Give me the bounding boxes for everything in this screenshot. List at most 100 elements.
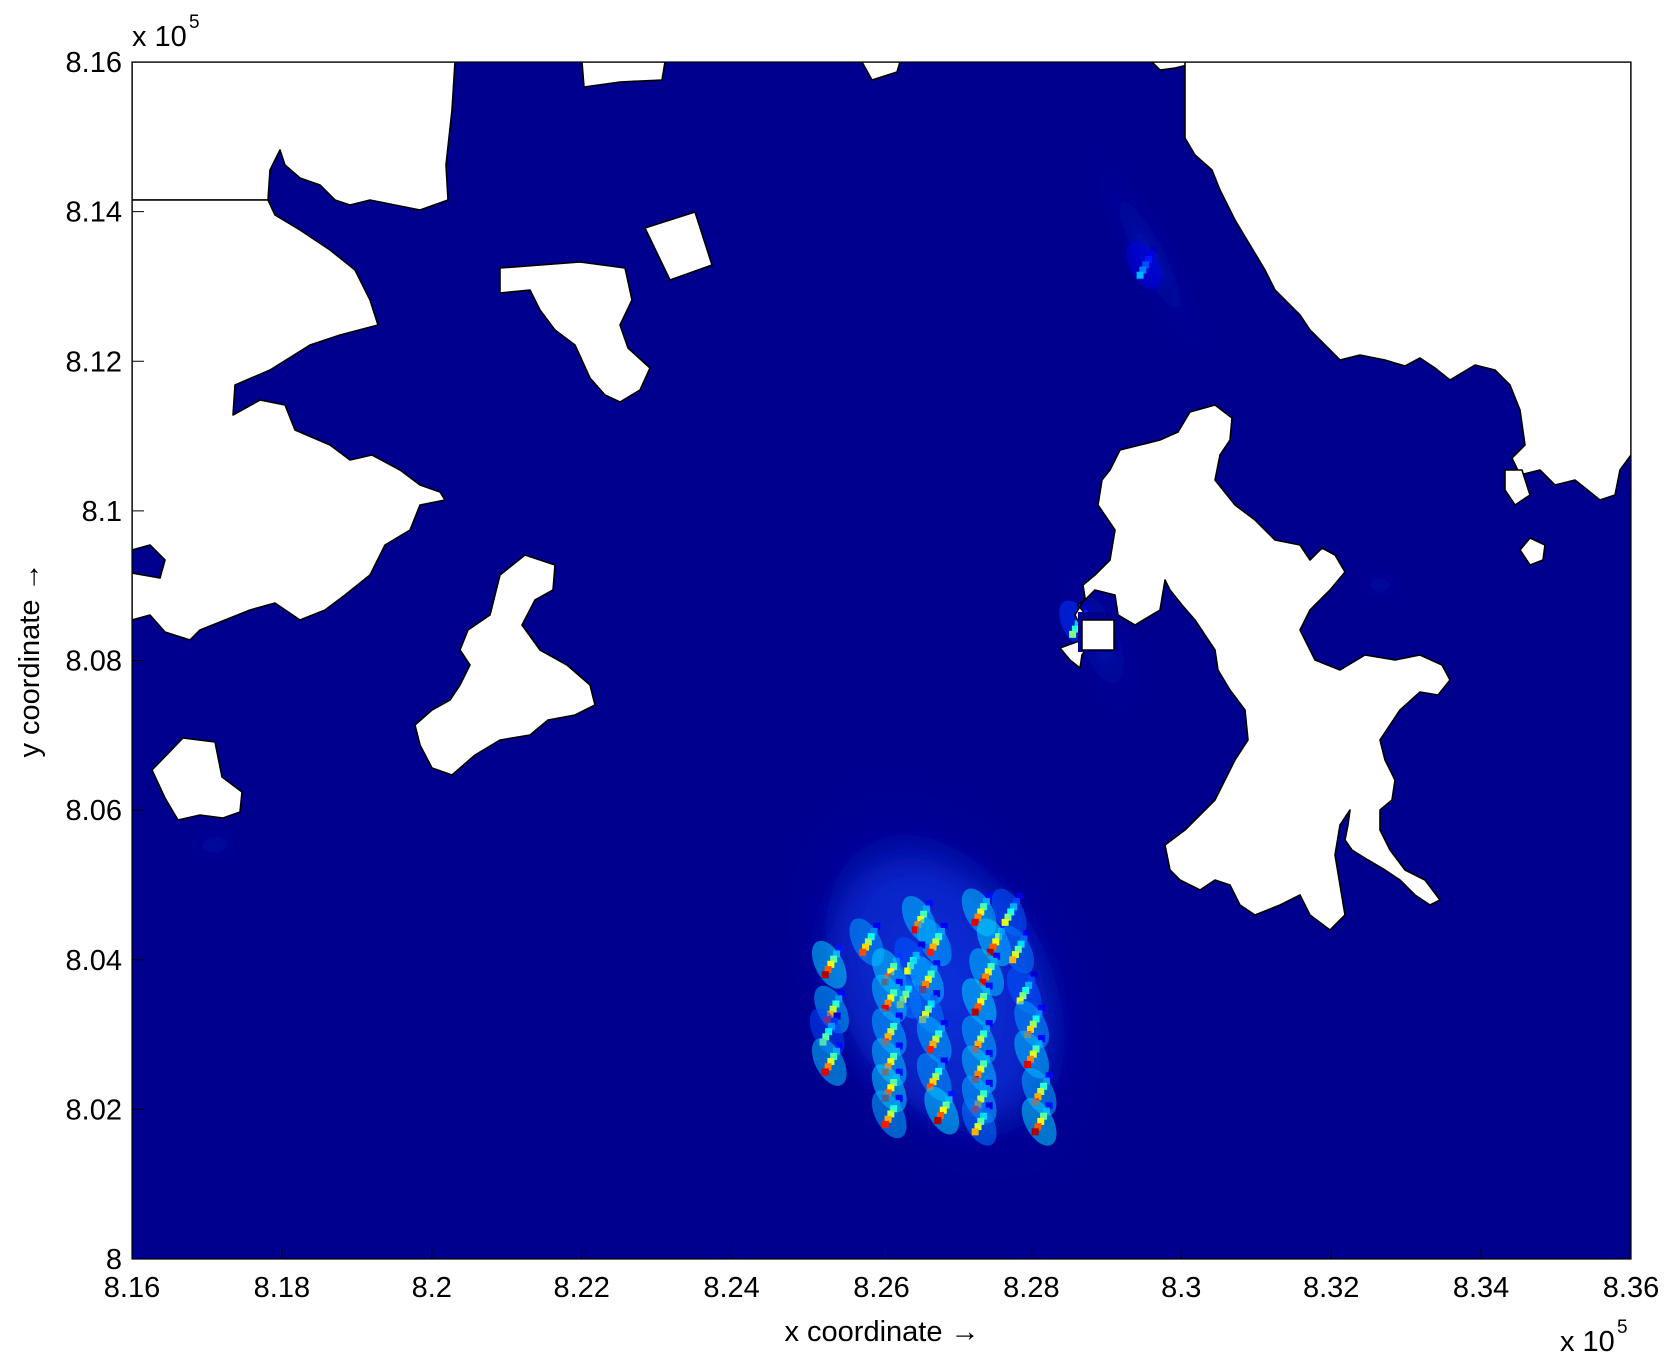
hotspot-cell <box>1022 986 1030 994</box>
hotspot-cell <box>922 1010 930 1018</box>
y-tick-label: 8.16 <box>66 47 122 79</box>
hotspot-cell <box>977 908 985 916</box>
hotspot-cell <box>1017 940 1025 948</box>
hotspot <box>871 1090 907 1139</box>
y-axis: 8 8.02 8.04 8.06 8.08 8.1 8.12 8.14 8.16 <box>66 47 144 1276</box>
hotspot-cell <box>890 1052 898 1060</box>
hotspot-cell <box>974 913 982 921</box>
hotspot-cell <box>862 943 870 951</box>
hotspot-cell <box>824 966 832 974</box>
x-tick-label: 8.3 <box>1161 1272 1201 1304</box>
hotspot-cell <box>982 1085 990 1093</box>
hotspot-cell <box>986 948 994 956</box>
hotspot-cell <box>887 1110 895 1118</box>
hotspot-cell <box>827 1022 835 1030</box>
hotspot-cell <box>937 1062 945 1070</box>
hotspot-cell <box>1040 1082 1048 1090</box>
land-islet-east-2 <box>1504 469 1531 506</box>
hotspot-cell <box>887 1084 895 1092</box>
hotspot-cell <box>1029 1020 1037 1028</box>
hotspot-cell <box>887 968 895 976</box>
hotspot-cell <box>1071 625 1079 633</box>
hotspot <box>916 1015 952 1064</box>
hotspot-cell <box>1026 1055 1034 1063</box>
hotspot-cell <box>832 950 840 958</box>
hotspot-cell <box>890 989 898 997</box>
hotspot-cell <box>992 938 1000 946</box>
hotspot-cell <box>985 1049 993 1057</box>
hotspot-cell <box>1007 908 1015 916</box>
hotspot-cell <box>980 903 988 911</box>
hotspot-cell <box>1045 1072 1053 1080</box>
hotspot-cell <box>1037 1087 1045 1095</box>
hotspot-cell <box>1030 971 1038 979</box>
y-tick-label: 8.04 <box>66 945 122 977</box>
hotspot-cell <box>890 1079 898 1087</box>
hotspot <box>1126 241 1162 290</box>
hotspot-cell <box>1019 992 1027 1000</box>
y-tick-label: 8.1 <box>82 496 122 528</box>
hotspot-cell <box>942 1101 950 1109</box>
hotspot-cell <box>922 905 930 913</box>
hotspot-cell <box>929 1040 937 1048</box>
hotspot-cell <box>1024 1060 1032 1068</box>
hotspot-cell <box>892 1100 900 1108</box>
hotspot-cell <box>1069 630 1077 638</box>
hotspot-cell <box>822 1033 830 1041</box>
hotspot-cell <box>911 926 919 934</box>
hotspot-cell <box>971 1128 979 1136</box>
x-tick-label: 8.32 <box>1303 1272 1359 1304</box>
hotspot-cell <box>929 943 937 951</box>
hotspot-cell <box>980 1090 988 1098</box>
hotspot-cell <box>932 1073 940 1081</box>
hotspot-cell <box>1083 604 1091 612</box>
hotspot-cell <box>873 922 881 930</box>
hotspot-cell <box>985 1102 993 1110</box>
hotspot-cell <box>1010 903 1018 911</box>
hotspot-cell <box>832 1047 840 1055</box>
hotspot-cell <box>1001 918 1009 926</box>
hotspot-cell <box>920 910 928 918</box>
hotspot-cell <box>887 1058 895 1066</box>
hotspot-cell <box>935 933 943 941</box>
x-multiplier-base: x 10 <box>1560 1326 1615 1358</box>
y-axis-label: y coordinate → <box>14 562 46 757</box>
y-multiplier-base: x 10 <box>132 21 187 53</box>
hotspot-cell <box>902 990 910 998</box>
land-north-strip-1 <box>581 62 666 88</box>
hotspot-cell <box>895 1012 903 1020</box>
hotspot-cell <box>1034 1123 1042 1131</box>
hotspot-cell <box>974 1003 982 1011</box>
hotspot-cell <box>922 980 930 988</box>
hotspot-cell <box>884 1115 892 1123</box>
hotspot-cell <box>937 1111 945 1119</box>
hotspot-cell <box>1031 1128 1039 1136</box>
hotspot-cell <box>935 1030 943 1038</box>
x-tick-label: 8.28 <box>1003 1272 1059 1304</box>
hotspot-cell <box>1038 1034 1046 1042</box>
hotspot-cell <box>1026 1025 1034 1033</box>
hotspot-cell <box>980 1060 988 1068</box>
hotspot-cell <box>881 1004 889 1012</box>
hotspot-cell <box>887 994 895 1002</box>
hotspot-cell <box>982 1107 990 1115</box>
hotspot-cell <box>977 1095 985 1103</box>
x-tick-label: 8.22 <box>553 1272 609 1304</box>
hotspot-cell <box>984 968 992 976</box>
hotspot-cell <box>892 1073 900 1081</box>
hotspot <box>924 1086 960 1135</box>
hotspot-cell <box>982 1055 990 1063</box>
hotspot-cell <box>939 1106 947 1114</box>
hotspot-cell <box>1142 261 1150 269</box>
hotspot-cell <box>833 1012 841 1020</box>
land-island-sw-small <box>151 737 243 821</box>
hotspot-cell <box>932 938 940 946</box>
hotspot-cell <box>925 900 933 908</box>
land-island-central <box>499 261 651 403</box>
jetty-land <box>1081 619 1115 651</box>
hotspot-cell <box>824 1063 832 1071</box>
hotspot-cell <box>930 965 938 973</box>
hotspot-cell <box>832 1000 840 1008</box>
hotspot-cell <box>985 892 993 900</box>
hotspot <box>999 925 1035 974</box>
